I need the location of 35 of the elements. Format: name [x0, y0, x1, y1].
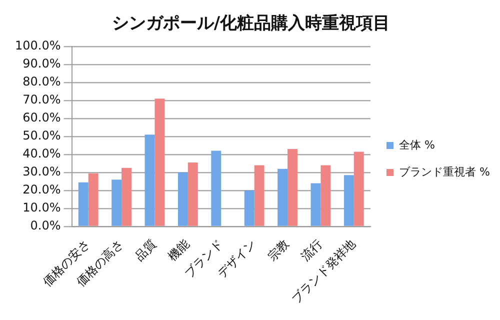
bar — [78, 182, 88, 226]
legend-label: 全体 % — [399, 138, 435, 152]
bar — [254, 165, 264, 226]
bar — [144, 134, 155, 226]
bar — [354, 152, 364, 226]
y-tick-label: 60.0% — [22, 110, 61, 125]
bar — [122, 168, 132, 226]
bar — [310, 183, 321, 226]
bar — [188, 162, 198, 226]
bar — [112, 180, 122, 226]
bar — [88, 173, 98, 226]
x-tick-label: 品質 — [132, 236, 160, 264]
y-tick-label: 10.0% — [22, 200, 61, 215]
x-tick-label: 宗教 — [264, 236, 292, 264]
bar — [288, 149, 298, 226]
x-tick-label: 機能 — [165, 236, 192, 264]
y-tick-label: 0.0% — [30, 218, 61, 233]
y-tick-label: 80.0% — [22, 74, 61, 89]
y-tick-label: 30.0% — [22, 164, 61, 179]
y-tick-label: 70.0% — [22, 92, 61, 107]
chart-title: シンガポール/化粧品購入時重視項目 — [112, 14, 390, 34]
x-tick-label: 流行 — [298, 236, 326, 264]
y-tick-label: 50.0% — [22, 128, 61, 143]
y-tick-label: 100.0% — [14, 38, 61, 53]
bar — [244, 190, 254, 226]
bar — [178, 172, 188, 226]
bar — [344, 175, 354, 226]
y-tick-label: 40.0% — [22, 146, 61, 161]
y-tick-label: 20.0% — [22, 182, 61, 197]
legend-label: ブランド重視者 % — [399, 165, 490, 178]
bar — [278, 168, 288, 226]
bar — [154, 98, 165, 226]
bar — [320, 165, 331, 226]
bar — [211, 150, 222, 226]
y-tick-label: 90.0% — [22, 56, 61, 71]
